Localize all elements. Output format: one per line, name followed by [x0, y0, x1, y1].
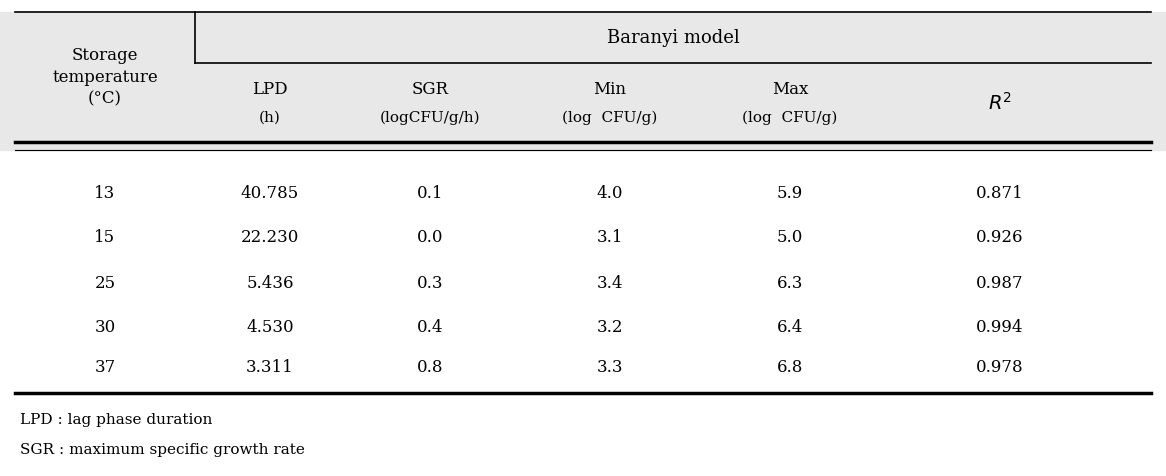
Text: 0.978: 0.978 — [976, 359, 1024, 377]
Text: 40.785: 40.785 — [241, 185, 300, 201]
Text: 5.9: 5.9 — [777, 185, 803, 201]
Text: 0.0: 0.0 — [416, 229, 443, 247]
Text: temperature: temperature — [52, 69, 157, 86]
Text: 3.1: 3.1 — [597, 229, 624, 247]
Text: 37: 37 — [94, 359, 115, 377]
Text: 0.987: 0.987 — [976, 275, 1024, 291]
Text: 4.0: 4.0 — [597, 185, 624, 201]
Text: Max: Max — [772, 81, 808, 99]
Text: 6.3: 6.3 — [777, 275, 803, 291]
Text: 25: 25 — [94, 275, 115, 291]
Text: 3.2: 3.2 — [597, 319, 624, 337]
Text: Storage: Storage — [72, 47, 139, 63]
Bar — [0, 12, 1166, 150]
Text: $R^2$: $R^2$ — [988, 91, 1012, 113]
Text: 6.4: 6.4 — [777, 319, 803, 337]
Text: (logCFU/g/h): (logCFU/g/h) — [380, 111, 480, 125]
Text: 0.871: 0.871 — [976, 185, 1024, 201]
Text: (h): (h) — [259, 111, 281, 125]
Text: 3.311: 3.311 — [246, 359, 294, 377]
Text: 5.0: 5.0 — [777, 229, 803, 247]
Text: 13: 13 — [94, 185, 115, 201]
Text: 6.8: 6.8 — [777, 359, 803, 377]
Text: SGR: SGR — [412, 81, 449, 99]
Text: (°C): (°C) — [87, 90, 122, 108]
Text: 3.4: 3.4 — [597, 275, 624, 291]
Text: 0.4: 0.4 — [416, 319, 443, 337]
Text: Min: Min — [593, 81, 626, 99]
Text: 0.8: 0.8 — [416, 359, 443, 377]
Text: 22.230: 22.230 — [241, 229, 300, 247]
Text: (log  CFU/g): (log CFU/g) — [562, 111, 658, 125]
Text: LPD: LPD — [252, 81, 288, 99]
Text: 15: 15 — [94, 229, 115, 247]
Text: 0.926: 0.926 — [976, 229, 1024, 247]
Text: 0.3: 0.3 — [416, 275, 443, 291]
Text: LPD : lag phase duration: LPD : lag phase duration — [20, 413, 212, 427]
Text: 0.1: 0.1 — [416, 185, 443, 201]
Text: 3.3: 3.3 — [597, 359, 624, 377]
Text: 30: 30 — [94, 319, 115, 337]
Text: 4.530: 4.530 — [246, 319, 294, 337]
Text: SGR : maximum specific growth rate: SGR : maximum specific growth rate — [20, 443, 304, 457]
Text: 5.436: 5.436 — [246, 275, 294, 291]
Text: (log  CFU/g): (log CFU/g) — [743, 111, 837, 125]
Text: Baranyi model: Baranyi model — [606, 29, 739, 47]
Text: 0.994: 0.994 — [976, 319, 1024, 337]
